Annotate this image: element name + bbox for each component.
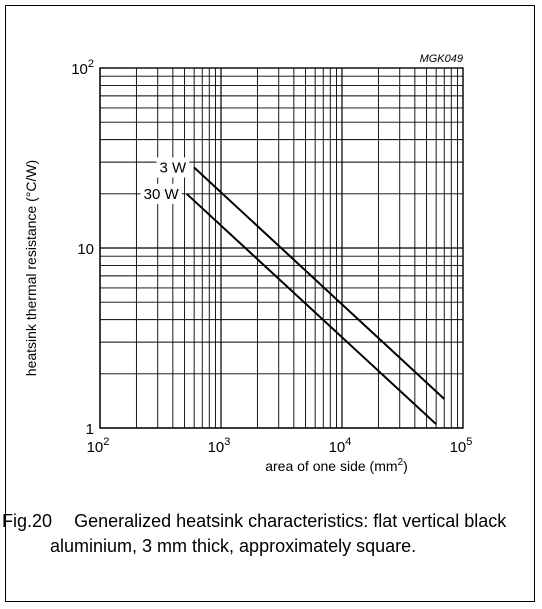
x-tick-label: 104 xyxy=(329,436,352,456)
y-tick-label: 1 xyxy=(86,421,94,438)
figure-code: MGK049 xyxy=(420,53,463,65)
y-axis-label: heatsink thermal resistance (°C/W) xyxy=(23,160,39,376)
series-group xyxy=(185,166,445,425)
y-tick-label: 102 xyxy=(71,58,94,78)
chart: 3 W 30 W 102 103 104 105 1 10 102 area of one sid… xyxy=(23,53,472,474)
figure-frame xyxy=(5,5,535,602)
caption-text: Generalized heatsink characteristics: fl… xyxy=(50,511,507,556)
series-label: 3 W xyxy=(159,160,187,177)
figure-caption: Fig.20 Generalized heatsink characterist… xyxy=(2,509,520,559)
plot-border xyxy=(99,67,464,429)
chart-labels: 3 W 30 W 102 103 104 105 1 10 102 area of one sid… xyxy=(23,53,472,474)
series-line-1 xyxy=(193,166,445,400)
series-label-bg xyxy=(140,183,182,204)
caption-number: Fig.20 xyxy=(2,511,53,531)
series-label: 30 W xyxy=(144,186,180,203)
x-axis-label: area of one side (mm2) xyxy=(265,457,408,474)
x-tick-label: 103 xyxy=(208,436,231,456)
x-tick-label: 102 xyxy=(87,436,110,456)
series-label-bg xyxy=(156,157,190,178)
x-tick-label: 105 xyxy=(450,436,473,456)
y-tick-label: 10 xyxy=(77,241,94,258)
series-line-2 xyxy=(185,193,437,425)
